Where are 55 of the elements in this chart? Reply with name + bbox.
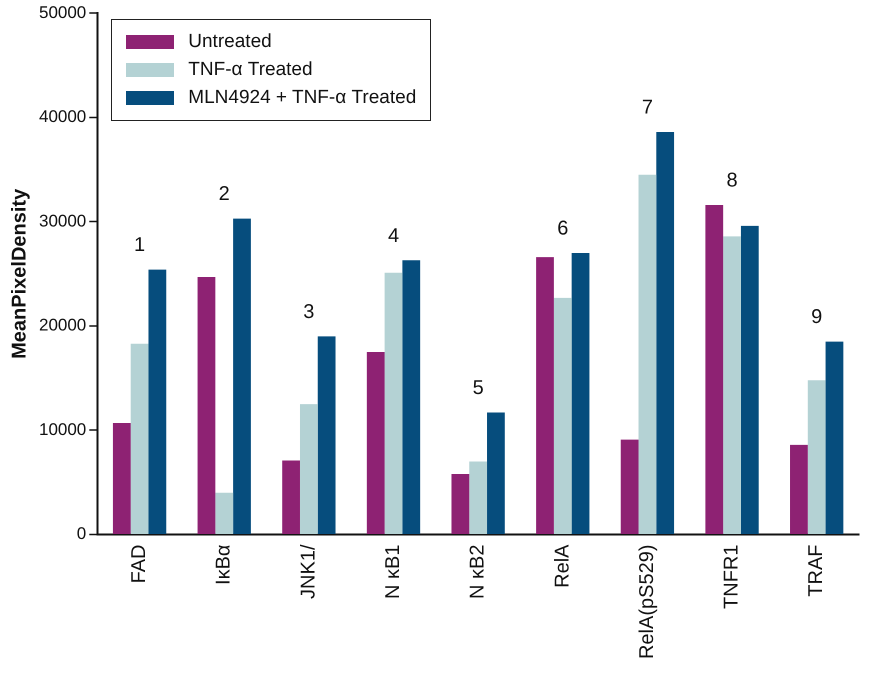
y-tick-label: 40000 — [38, 107, 86, 126]
y-tick-label: 50000 — [38, 2, 86, 22]
bar — [656, 132, 674, 534]
x-tick-label: TRAF — [805, 544, 828, 597]
annotation: 8 — [726, 170, 738, 192]
annotation: 2 — [218, 183, 230, 206]
bar — [300, 404, 318, 534]
y-tick-label: 30000 — [38, 211, 86, 230]
annotation: 1 — [134, 234, 146, 256]
annotation: 9 — [811, 306, 822, 328]
bar — [384, 272, 402, 534]
bar — [487, 412, 505, 534]
y-tick-label: 20000 — [38, 316, 86, 335]
bar — [638, 174, 656, 534]
bar — [198, 276, 216, 534]
x-tick-label: JNK1/ — [297, 544, 320, 599]
y-tick-label: 10000 — [38, 420, 86, 439]
bar — [620, 440, 639, 534]
bar — [366, 352, 385, 534]
bar — [215, 492, 234, 534]
bar — [318, 336, 336, 534]
bar — [826, 342, 844, 534]
x-tick-label: TNFR1 — [720, 544, 743, 609]
x-tick-label: RelA(pS529) — [636, 544, 658, 660]
bar — [572, 252, 590, 534]
bar — [282, 460, 300, 534]
bar — [790, 444, 808, 534]
bar — [723, 236, 741, 534]
bar — [808, 380, 826, 534]
annotation: 3 — [303, 300, 314, 323]
annotation: 5 — [472, 377, 484, 400]
annotation: 7 — [642, 96, 653, 119]
bar — [402, 260, 420, 534]
legend-label: MLN4924 + TNF-α Treated — [188, 87, 416, 110]
x-tick-label: RelA — [551, 544, 574, 588]
x-tick-label: FAD — [128, 544, 150, 584]
legend-label: TNF-α Treated — [188, 59, 313, 82]
bar — [740, 226, 759, 534]
annotation: 4 — [388, 224, 400, 247]
x-tick-label: N κB2 — [466, 544, 489, 599]
bar — [451, 474, 470, 534]
bar — [148, 270, 166, 534]
bar — [536, 257, 554, 534]
x-tick-label: IκBα — [212, 544, 235, 585]
bar — [554, 298, 572, 534]
annotation: 6 — [557, 218, 568, 240]
bar — [130, 344, 148, 534]
y-axis-title: MeanPixelDensity — [8, 188, 31, 359]
bar — [233, 218, 251, 534]
y-tick-label: 0 — [76, 524, 86, 544]
bar — [705, 205, 724, 534]
bar — [469, 462, 488, 534]
legend-label: Untreated — [188, 31, 272, 54]
bar — [112, 422, 131, 534]
x-tick-label: N κB1 — [382, 544, 404, 599]
